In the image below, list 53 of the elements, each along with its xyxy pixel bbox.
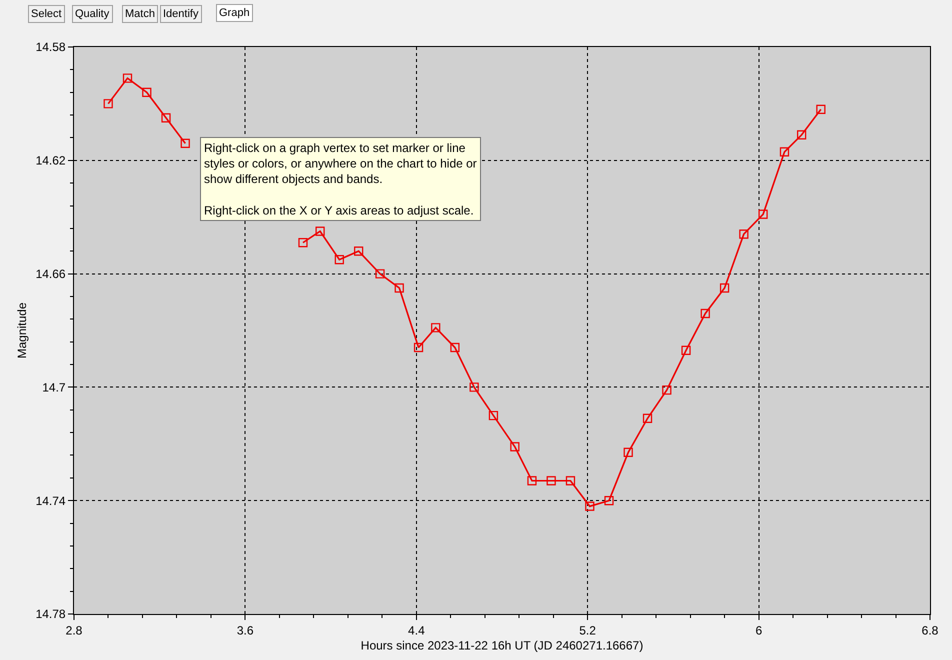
y-tick-label: 14.62 <box>36 154 66 168</box>
point <box>488 410 498 420</box>
y-tick-label: 14.74 <box>36 494 66 508</box>
point <box>450 342 460 352</box>
text: Graph <box>219 7 250 19</box>
y-tick-label: 14.78 <box>36 607 66 622</box>
point <box>546 476 556 486</box>
point <box>161 113 171 122</box>
point <box>334 255 344 264</box>
point <box>470 382 479 392</box>
text: Right-click on a graph vertex to set marker or line styles or colors, or anywhere on the chart to hide or show different objects and bands. Right-click on the X or Y axis areas to adjust scale. <box>204 141 477 218</box>
x-tick-label: 3.6 <box>236 623 254 638</box>
x-tick-label: 6 <box>755 623 762 638</box>
point <box>642 414 652 423</box>
point <box>375 269 385 278</box>
x-tick-label: 6.8 <box>922 623 939 638</box>
point <box>662 385 672 395</box>
point <box>739 230 748 239</box>
y-tick-label: 14.66 <box>36 267 66 281</box>
point <box>604 496 614 506</box>
text: Select <box>31 8 62 20</box>
x-tick-label: 2.8 <box>66 623 83 638</box>
point <box>122 74 132 83</box>
point <box>585 502 594 511</box>
text: Identify <box>163 8 199 20</box>
point <box>816 104 826 114</box>
point <box>394 283 404 293</box>
y-tick-label: 14.7 <box>42 380 66 394</box>
point <box>780 147 790 156</box>
point <box>431 323 440 332</box>
point <box>354 246 364 256</box>
text: Match <box>125 8 155 20</box>
point <box>566 476 576 486</box>
point <box>414 342 424 352</box>
point <box>700 308 710 318</box>
point <box>681 346 691 355</box>
y-tick-label: 14.58 <box>36 40 66 54</box>
point <box>142 88 152 97</box>
point <box>316 226 325 236</box>
point <box>180 138 190 148</box>
y-axis-title: Magnitude <box>14 302 29 359</box>
point <box>527 476 537 486</box>
point <box>510 442 520 452</box>
point <box>298 238 308 248</box>
x-axis-title: Hours since 2023-11-22 16h UT (JD 2460271.16667) <box>360 638 644 652</box>
point <box>758 210 768 219</box>
point <box>104 99 113 108</box>
x-tick-label: 4.4 <box>408 623 426 638</box>
point <box>720 283 730 293</box>
point <box>624 448 633 457</box>
x-tick-label: 5.2 <box>579 623 596 638</box>
point <box>797 130 806 140</box>
text: Quality <box>75 8 110 20</box>
